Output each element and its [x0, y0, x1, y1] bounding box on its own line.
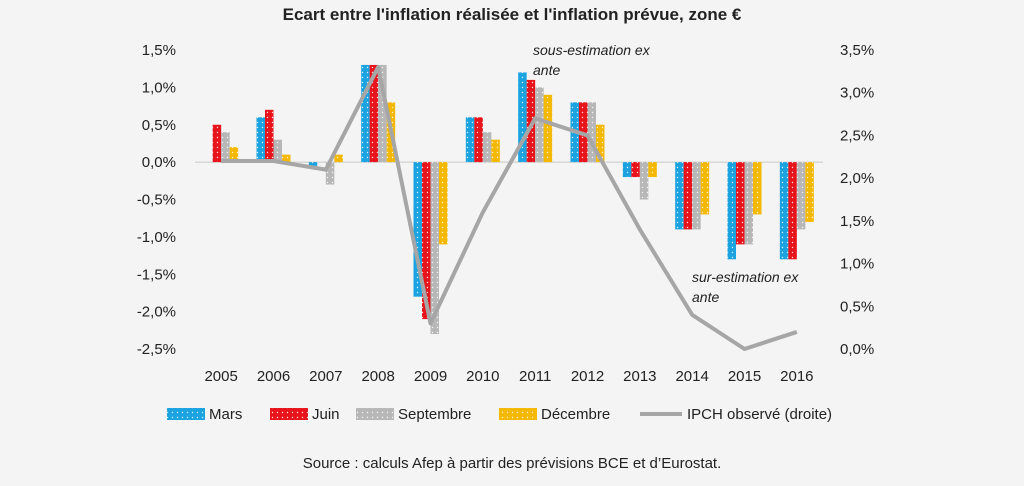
- right-tick-label: 2,5%: [840, 127, 874, 144]
- bar-mars-2016: [780, 162, 789, 259]
- bar-décembre-2014: [701, 162, 710, 214]
- legend-label-juin: Juin: [312, 406, 340, 423]
- right-tick-label: 0,0%: [840, 341, 874, 358]
- bar-juin-2006: [265, 110, 274, 162]
- bar-juin-2013: [631, 162, 640, 177]
- legend-label-ipch: IPCH observé (droite): [687, 406, 832, 423]
- left-tick-label: -1,5%: [137, 266, 176, 283]
- bar-décembre-2013: [648, 162, 657, 177]
- bar-mars-2013: [623, 162, 632, 177]
- bar-mars-2010: [466, 117, 475, 162]
- bar-juin-2015: [736, 162, 745, 244]
- right-tick-label: 1,5%: [840, 213, 874, 230]
- legend-swatch-septembre: [356, 408, 394, 420]
- bar-septembre-2010: [483, 132, 492, 162]
- x-tick-label: 2014: [675, 368, 708, 385]
- legend-swatch-décembre: [499, 408, 537, 420]
- bar-mars-2015: [728, 162, 737, 259]
- annotation-sur-estimation-line2: ante: [692, 289, 719, 305]
- left-tick-label: 0,0%: [142, 154, 176, 171]
- left-tick-label: -1,0%: [137, 229, 176, 246]
- right-tick-label: 2,0%: [840, 170, 874, 187]
- bar-septembre-2013: [640, 162, 649, 199]
- annotation-sous-estimation-line2: ante: [533, 62, 560, 78]
- bar-juin-2016: [788, 162, 797, 259]
- x-tick-label: 2005: [204, 368, 237, 385]
- bar-juin-2010: [474, 117, 483, 162]
- bar-septembre-2015: [745, 162, 754, 244]
- bar-septembre-2016: [797, 162, 806, 229]
- x-tick-label: 2013: [623, 368, 656, 385]
- annotation-sous-estimation-line1: sous-estimation ex: [533, 42, 651, 58]
- left-tick-label: -0,5%: [137, 192, 176, 209]
- bar-juin-2014: [684, 162, 693, 229]
- x-tick-label: 2007: [309, 368, 342, 385]
- right-axis: 3,5% 3,0% 2,5% 2,0% 1,5% 1,0% 0,5% 0,0%: [840, 42, 874, 358]
- legend-label-septembre: Septembre: [398, 406, 471, 423]
- left-tick-label: 1,5%: [142, 42, 176, 59]
- bar-septembre-2011: [535, 87, 544, 162]
- bar-septembre-2006: [274, 140, 283, 162]
- x-tick-label: 2010: [466, 368, 499, 385]
- x-tick-label: 2012: [571, 368, 604, 385]
- x-tick-label: 2011: [519, 368, 551, 385]
- x-tick-label: 2006: [257, 368, 290, 385]
- bar-décembre-2009: [439, 162, 448, 244]
- right-tick-label: 1,0%: [840, 256, 874, 273]
- left-tick-label: 1,0%: [142, 79, 176, 96]
- source-note: Source : calculs Afep à partir des prévi…: [303, 455, 722, 472]
- bar-mars-2006: [257, 117, 266, 162]
- right-tick-label: 3,0%: [840, 85, 874, 102]
- left-tick-label: -2,5%: [137, 341, 176, 358]
- bar-mars-2014: [675, 162, 684, 229]
- legend: Mars Juin Septembre Décembre IPCH observé (d…: [167, 406, 832, 423]
- legend-swatch-juin: [270, 408, 308, 420]
- x-tick-label: 2009: [414, 368, 447, 385]
- bar-group: [204, 65, 814, 334]
- right-tick-label: 0,5%: [840, 298, 874, 315]
- legend-label-décembre: Décembre: [541, 406, 610, 423]
- bar-décembre-2010: [491, 140, 500, 162]
- bar-décembre-2016: [805, 162, 814, 222]
- bar-mars-2008: [361, 65, 370, 162]
- bar-juin-2005: [213, 125, 222, 162]
- legend-swatch-mars: [167, 408, 205, 420]
- ipch-line: [221, 67, 797, 349]
- x-tick-label: 2016: [780, 368, 813, 385]
- bar-septembre-2012: [588, 102, 597, 162]
- annotation-sur-estimation-line1: sur-estimation ex: [692, 269, 799, 285]
- x-tick-label: 2008: [361, 368, 394, 385]
- left-tick-label: 0,5%: [142, 117, 176, 134]
- right-tick-label: 3,5%: [840, 42, 874, 59]
- x-tick-label: 2015: [728, 368, 761, 385]
- bar-décembre-2015: [753, 162, 762, 214]
- left-axis: 1,5% 1,0% 0,5% 0,0% -0,5% -1,0% -1,5% -2,0% -2,5…: [137, 42, 176, 358]
- bar-septembre-2005: [221, 132, 230, 162]
- bar-septembre-2014: [692, 162, 701, 229]
- left-tick-label: -2,0%: [137, 304, 176, 321]
- ipch-line-layer: [221, 67, 797, 349]
- x-axis: 2005 2006 2007 2008 2009 2010 2011 2012 2013 2014…: [204, 368, 813, 385]
- bar-décembre-2007: [334, 155, 343, 162]
- legend-label-mars: Mars: [209, 406, 242, 423]
- bar-décembre-2011: [544, 95, 553, 162]
- chart-title: Ecart entre l'inflation réalisée et l'in…: [283, 5, 742, 24]
